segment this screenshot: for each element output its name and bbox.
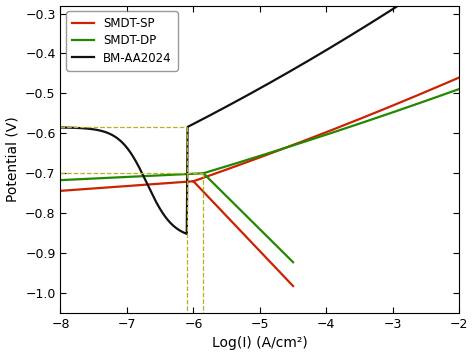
SMDT-SP <box>101 185 107 190</box>
Line: BM-AA2024: BM-AA2024 <box>61 0 439 234</box>
BM-AA2024 <box>73 126 78 130</box>
Line: SMDT-DP: SMDT-DP <box>61 173 203 180</box>
SMDT-DP <box>105 176 110 180</box>
SMDT-SP <box>167 181 173 185</box>
SMDT-DP <box>132 174 138 179</box>
BM-AA2024 <box>83 126 89 131</box>
SMDT-SP <box>149 182 155 186</box>
SMDT-SP <box>127 184 133 188</box>
SMDT-SP <box>110 185 116 189</box>
X-axis label: Log(I) (A/cm²): Log(I) (A/cm²) <box>212 336 308 350</box>
SMDT-DP <box>138 174 144 178</box>
SMDT-DP <box>175 172 181 177</box>
BM-AA2024 <box>58 125 64 130</box>
SMDT-SP <box>191 179 196 183</box>
BM-AA2024 <box>111 134 117 138</box>
BM-AA2024 <box>307 58 313 62</box>
Line: SMDT-SP: SMDT-SP <box>61 181 193 191</box>
BM-AA2024 <box>184 232 190 236</box>
SMDT-SP <box>133 183 138 188</box>
SMDT-SP <box>58 189 64 193</box>
SMDT-DP <box>58 178 64 182</box>
SMDT-DP <box>156 173 162 178</box>
BM-AA2024 <box>228 102 234 106</box>
Y-axis label: Potential (V): Potential (V) <box>6 116 19 202</box>
Legend: SMDT-SP, SMDT-DP, BM-AA2024: SMDT-SP, SMDT-DP, BM-AA2024 <box>66 11 177 70</box>
SMDT-DP <box>114 175 120 179</box>
SMDT-DP <box>201 171 206 176</box>
